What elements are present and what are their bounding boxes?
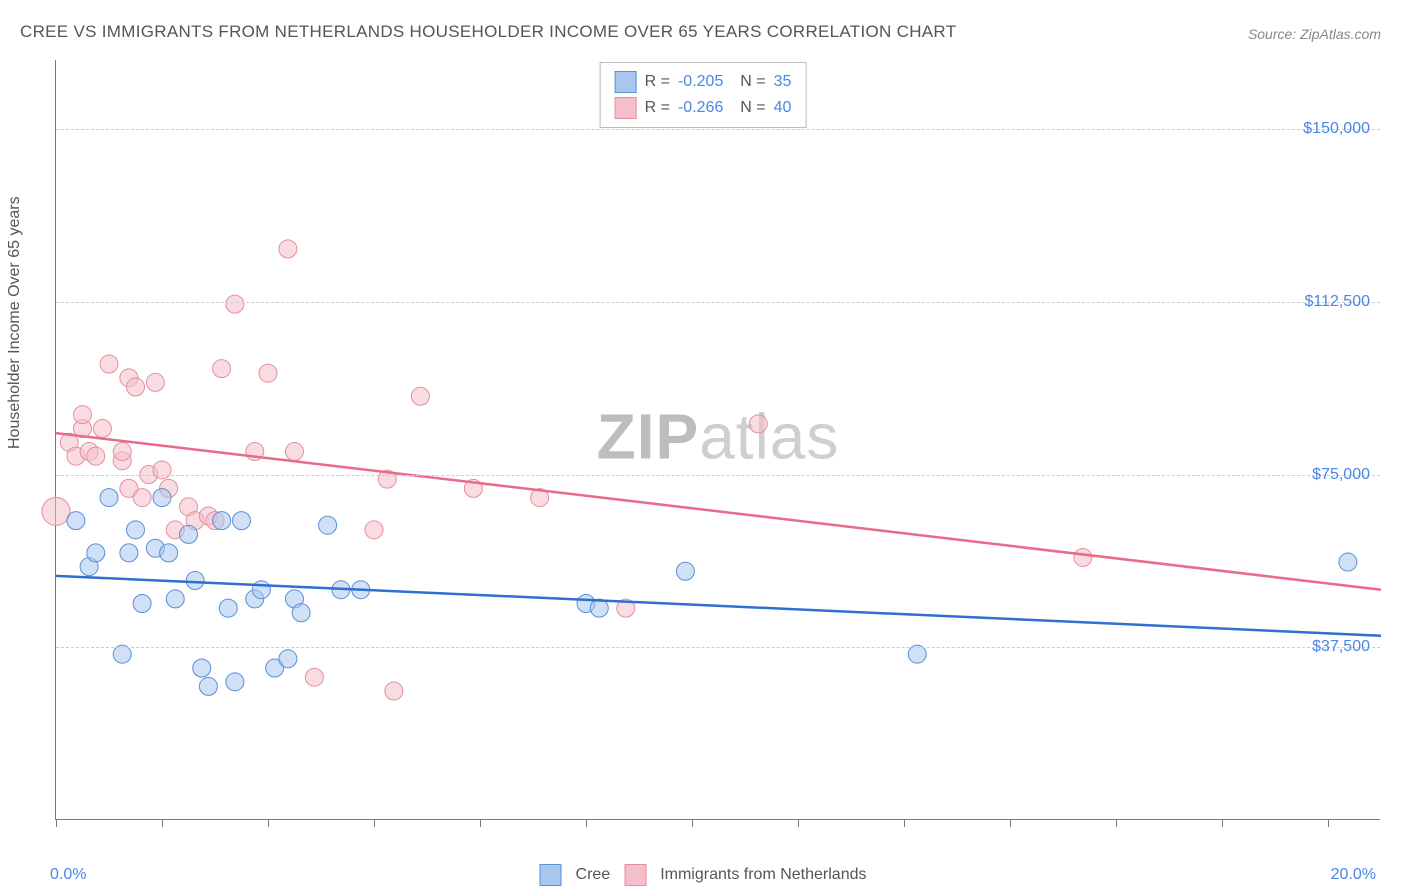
data-point [252, 581, 270, 599]
data-point [113, 443, 131, 461]
legend-swatch [540, 864, 562, 886]
data-point [676, 562, 694, 580]
data-point [199, 677, 217, 695]
x-tick [1328, 819, 1329, 827]
data-point [1074, 548, 1092, 566]
scatter-plot [56, 60, 1380, 819]
x-tick [162, 819, 163, 827]
legend-row: R = -0.266 N = 40 [615, 95, 792, 121]
data-point [279, 240, 297, 258]
data-point [133, 489, 151, 507]
grid-line [56, 302, 1380, 303]
data-point [749, 415, 767, 433]
legend-label: Cree [576, 866, 611, 884]
data-point [385, 682, 403, 700]
x-axis-min-label: 0.0% [50, 866, 86, 884]
x-tick [374, 819, 375, 827]
x-tick [1222, 819, 1223, 827]
n-label: N = [731, 99, 765, 117]
data-point [186, 571, 204, 589]
trend-line [56, 433, 1381, 590]
data-point [160, 544, 178, 562]
r-value: -0.205 [678, 73, 723, 91]
data-point [127, 378, 145, 396]
x-tick [480, 819, 481, 827]
data-point [42, 497, 70, 525]
data-point [120, 544, 138, 562]
data-point [153, 489, 171, 507]
legend-swatch [624, 864, 646, 886]
data-point [286, 443, 304, 461]
data-point [100, 489, 118, 507]
y-axis-label: Householder Income Over 65 years [6, 196, 24, 449]
data-point [259, 364, 277, 382]
data-point [100, 355, 118, 373]
n-value: 35 [774, 73, 792, 91]
data-point [279, 650, 297, 668]
data-point [87, 447, 105, 465]
x-tick [586, 819, 587, 827]
grid-line [56, 647, 1380, 648]
legend-swatch [615, 97, 637, 119]
r-value: -0.266 [678, 99, 723, 117]
legend-label: Immigrants from Netherlands [660, 866, 866, 884]
data-point [93, 419, 111, 437]
data-point [305, 668, 323, 686]
n-value: 40 [774, 99, 792, 117]
data-point [166, 590, 184, 608]
x-tick [1010, 819, 1011, 827]
data-point [74, 406, 92, 424]
data-point [226, 295, 244, 313]
data-point [319, 516, 337, 534]
y-tick-label: $150,000 [1303, 120, 1370, 138]
data-point [146, 373, 164, 391]
x-tick [692, 819, 693, 827]
y-tick-label: $112,500 [1304, 293, 1370, 311]
correlation-legend: R = -0.205 N = 35R = -0.266 N = 40 [600, 62, 807, 128]
data-point [180, 525, 198, 543]
source-label: Source: ZipAtlas.com [1248, 26, 1381, 42]
data-point [233, 512, 251, 530]
data-point [411, 387, 429, 405]
x-tick [56, 819, 57, 827]
grid-line [56, 129, 1380, 130]
data-point [213, 360, 231, 378]
x-tick [904, 819, 905, 827]
data-point [365, 521, 383, 539]
data-point [1339, 553, 1357, 571]
legend-row: R = -0.205 N = 35 [615, 69, 792, 95]
y-tick-label: $75,000 [1312, 466, 1370, 484]
n-label: N = [731, 73, 765, 91]
chart-title: CREE VS IMMIGRANTS FROM NETHERLANDS HOUS… [20, 22, 956, 42]
r-label: R = [645, 73, 670, 91]
data-point [153, 461, 171, 479]
data-point [87, 544, 105, 562]
x-tick [1116, 819, 1117, 827]
series-legend: Cree Immigrants from Netherlands [540, 864, 867, 886]
data-point [226, 673, 244, 691]
x-tick [798, 819, 799, 827]
y-tick-label: $37,500 [1312, 638, 1370, 656]
r-label: R = [645, 99, 670, 117]
data-point [292, 604, 310, 622]
data-point [67, 512, 85, 530]
data-point [133, 595, 151, 613]
grid-line [56, 475, 1380, 476]
x-axis-max-label: 20.0% [1331, 866, 1376, 884]
data-point [219, 599, 237, 617]
data-point [213, 512, 231, 530]
data-point [127, 521, 145, 539]
legend-swatch [615, 71, 637, 93]
chart-area: ZIPatlas $37,500$75,000$112,500$150,000 [55, 60, 1380, 820]
x-tick [268, 819, 269, 827]
data-point [193, 659, 211, 677]
